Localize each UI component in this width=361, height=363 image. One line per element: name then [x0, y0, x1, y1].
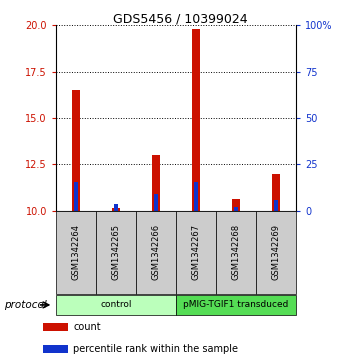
Bar — [153, 194, 158, 211]
Bar — [96, 211, 136, 294]
Bar — [234, 207, 238, 211]
Bar — [43, 346, 68, 353]
Bar — [274, 200, 278, 211]
Text: GSM1342267: GSM1342267 — [191, 224, 200, 280]
Bar — [176, 211, 216, 294]
Text: protocol: protocol — [4, 300, 46, 310]
Bar — [43, 323, 68, 331]
Bar — [192, 29, 200, 211]
Text: GDS5456 / 10399024: GDS5456 / 10399024 — [113, 13, 248, 26]
Bar — [112, 208, 119, 211]
Text: GSM1342269: GSM1342269 — [271, 224, 280, 280]
Bar — [72, 90, 79, 211]
Bar — [216, 211, 256, 294]
Bar — [232, 199, 240, 211]
Text: count: count — [73, 322, 101, 332]
Text: GSM1342265: GSM1342265 — [112, 224, 121, 280]
Bar — [74, 182, 78, 211]
Text: control: control — [100, 301, 132, 309]
Bar — [56, 295, 176, 315]
Text: percentile rank within the sample: percentile rank within the sample — [73, 344, 238, 354]
Text: GSM1342268: GSM1342268 — [231, 224, 240, 280]
Text: pMIG-TGIF1 transduced: pMIG-TGIF1 transduced — [183, 301, 289, 309]
Bar — [273, 174, 280, 211]
Bar — [152, 155, 160, 211]
Bar — [114, 204, 118, 211]
Bar — [56, 211, 96, 294]
Bar — [256, 211, 296, 294]
Bar — [176, 295, 296, 315]
Text: GSM1342264: GSM1342264 — [71, 224, 81, 280]
Bar — [193, 182, 199, 211]
Text: GSM1342266: GSM1342266 — [152, 224, 161, 280]
Bar — [136, 211, 176, 294]
